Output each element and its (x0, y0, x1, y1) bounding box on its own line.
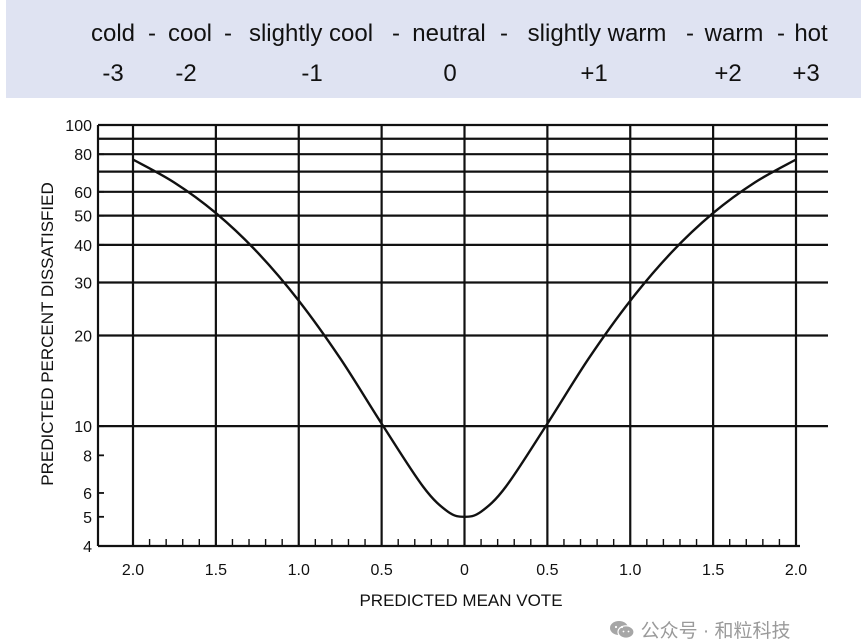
scale-value: -1 (301, 60, 323, 87)
y-tick-label: 40 (74, 238, 92, 255)
x-tick-label: 0.5 (371, 562, 393, 579)
x-tick-label: 2.0 (122, 562, 144, 579)
x-tick-label: 1.5 (205, 562, 227, 579)
scale-value: +3 (792, 60, 820, 87)
wechat-icon (609, 621, 635, 639)
scale-label-cool: cool (167, 20, 213, 47)
y-axis-title: PREDICTED PERCENT DISSATISFIED (38, 182, 57, 486)
x-tick-label: 2.0 (785, 562, 807, 579)
scale-value: +2 (714, 60, 742, 87)
scale-label-cold: cold (90, 20, 136, 47)
scale-label-slightly-warm: slightly warm (527, 20, 667, 47)
ppd-curve-line (132, 158, 797, 518)
scale-separator: - (500, 20, 508, 47)
x-tick-label: 1.0 (619, 562, 641, 579)
y-tick-label: 100 (65, 118, 92, 135)
scale-label-neutral: neutral (412, 20, 486, 47)
scale-value: -3 (102, 60, 124, 87)
scale-separator: - (392, 20, 400, 47)
y-tick-label: 80 (74, 147, 92, 164)
scale-separator: - (777, 20, 785, 47)
x-tick-label: 0.5 (536, 562, 558, 579)
scale-value: 0 (443, 60, 457, 87)
y-tick-label: 50 (74, 209, 92, 226)
y-tick-label: 8 (83, 448, 92, 465)
scale-label-hot: hot (794, 20, 828, 47)
y-tick-label: 5 (83, 510, 92, 527)
watermark-text: 公众号 · 和粒科技 (640, 621, 791, 642)
pmv-scale-banner: cold - cool - slightly cool - neutral - … (6, 0, 861, 98)
scale-label-warm: warm (704, 20, 764, 47)
tick-labels: 4 5 6 8 10 20 30 40 50 60 80 100 2.0 1.5 1.0 0.5 0 0.5 1.0… (65, 118, 807, 579)
y-tick-label: 6 (83, 486, 92, 503)
y-tick-label: 10 (74, 419, 92, 436)
curve (132, 158, 797, 518)
x-tick-label: 1.5 (702, 562, 724, 579)
scale-separator: - (686, 20, 694, 47)
y-tick-label: 20 (74, 329, 92, 346)
scale-value: +1 (580, 60, 608, 87)
scale-label-slightly-cool: slightly cool (248, 20, 374, 47)
y-tick-label: 4 (83, 539, 92, 556)
y-tick-label: 30 (74, 275, 92, 292)
grid (96, 123, 828, 548)
y-tick-label: 60 (74, 185, 92, 202)
x-axis-title: PREDICTED MEAN VOTE (359, 591, 562, 610)
scale-separator: - (148, 20, 156, 47)
x-tick-label: 0 (460, 562, 469, 579)
scale-separator: - (224, 20, 232, 47)
scale-value: -2 (175, 60, 197, 87)
x-tick-label: 1.0 (288, 562, 310, 579)
